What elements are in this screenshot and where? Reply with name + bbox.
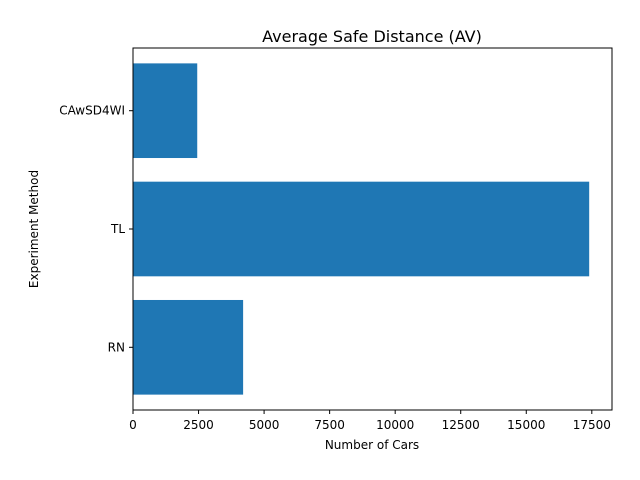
bars-group (133, 63, 590, 395)
x-tick-label: 10000 (376, 418, 414, 432)
bar-rn (133, 299, 244, 395)
x-tick-label: 0 (129, 418, 137, 432)
bar-tl (133, 181, 590, 277)
y-axis-label: Experiment Method (27, 170, 41, 288)
y-tick-label-cawsd4wi: CAwSD4WI (59, 104, 125, 118)
x-tick-label: 12500 (442, 418, 480, 432)
y-tick-label-rn: RN (108, 340, 125, 354)
bar-cawsd4wi (133, 63, 198, 159)
x-tick-label: 2500 (183, 418, 214, 432)
x-axis-ticks: 0 2500 5000 7500 10000 12500 15000 17500 (129, 410, 611, 432)
y-tick-label-tl: TL (110, 222, 125, 236)
x-tick-label: 15000 (507, 418, 545, 432)
x-axis-label: Number of Cars (325, 438, 419, 452)
x-tick-label: 17500 (573, 418, 611, 432)
chart-title: Average Safe Distance (AV) (262, 27, 482, 46)
y-axis-ticks: RN TL CAwSD4WI (59, 104, 133, 354)
x-tick-label: 7500 (314, 418, 345, 432)
x-tick-label: 5000 (249, 418, 280, 432)
